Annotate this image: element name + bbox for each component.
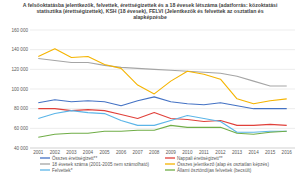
legend-label: Állami ösztöndíjas felvettek (becsült) xyxy=(177,167,252,173)
legend-swatch xyxy=(40,163,50,164)
title: A felsőoktatásba jelentkezők, felvettek,… xyxy=(23,2,278,20)
series-line xyxy=(38,49,286,104)
x-tick-label: 2008 xyxy=(149,150,160,155)
x-tick-label: 2002 xyxy=(50,150,61,155)
grid-line xyxy=(30,30,295,31)
y-tick-label: 160 000 xyxy=(11,28,28,33)
y-tick-label: 80 000 xyxy=(14,106,28,111)
x-tick-label: 2015 xyxy=(265,150,276,155)
legend-label: 18 évesek száma (2001-2005 nem számolhat… xyxy=(52,162,150,167)
x-tick-label: 2014 xyxy=(248,150,259,155)
x-tick-label: 2006 xyxy=(116,150,127,155)
legend-item: Összes érettségizett** xyxy=(40,155,97,161)
x-tick-label: 2016 xyxy=(282,150,293,155)
y-tick-label: 140 000 xyxy=(11,47,28,52)
legend-swatch xyxy=(165,169,175,170)
legend-label: Felvettek* xyxy=(52,168,73,173)
legend-item: Nappali érettségizett** xyxy=(165,156,223,161)
x-tick-label: 2001 xyxy=(33,150,44,155)
y-tick-label: 60 000 xyxy=(14,126,28,131)
y-tick-label: 40 000 xyxy=(14,146,28,151)
x-tick-label: 2005 xyxy=(99,150,110,155)
x-tick-label: 2009 xyxy=(166,150,177,155)
legend-swatch xyxy=(165,157,175,158)
series-line xyxy=(38,111,286,133)
x-tick-label: 2011 xyxy=(199,150,209,155)
x-tick-label: 2007 xyxy=(133,150,144,155)
x-tick-label: 2012 xyxy=(215,150,226,155)
series-line xyxy=(38,59,286,87)
legend-item: Állami ösztöndíjas felvettek (becsült) xyxy=(165,167,252,173)
x-tick-label: 2013 xyxy=(232,150,243,155)
legend-label: Összes érettségizett** xyxy=(52,155,97,161)
x-tick-label: 2003 xyxy=(66,150,77,155)
legend-swatch xyxy=(165,163,175,164)
legend-item: 18 évesek száma (2001-2005 nem számolhat… xyxy=(40,162,150,167)
grid-line xyxy=(30,148,295,149)
legend-swatch xyxy=(40,169,50,170)
plot-area xyxy=(38,49,286,137)
series-line xyxy=(38,125,286,137)
x-tick-label: 2010 xyxy=(182,150,193,155)
x-axis xyxy=(30,148,295,149)
grid-line xyxy=(30,89,295,90)
legend-label: Nappali érettségizett** xyxy=(177,156,223,161)
grid-line xyxy=(30,49,295,50)
legend-item: Összes jelentkező (alap és osztatlan kép… xyxy=(165,161,269,167)
legend-label: Összes jelentkező (alap és osztatlan kép… xyxy=(177,161,269,167)
x-tick-label: 2004 xyxy=(83,150,94,155)
legend-swatch xyxy=(40,157,50,158)
chart: A felsőoktatásba jelentkezők, felvettek,… xyxy=(0,0,300,176)
legend-item: Felvettek* xyxy=(40,168,73,173)
y-tick-label: 120 000 xyxy=(11,67,28,72)
y-tick-label: 100 000 xyxy=(11,87,28,92)
